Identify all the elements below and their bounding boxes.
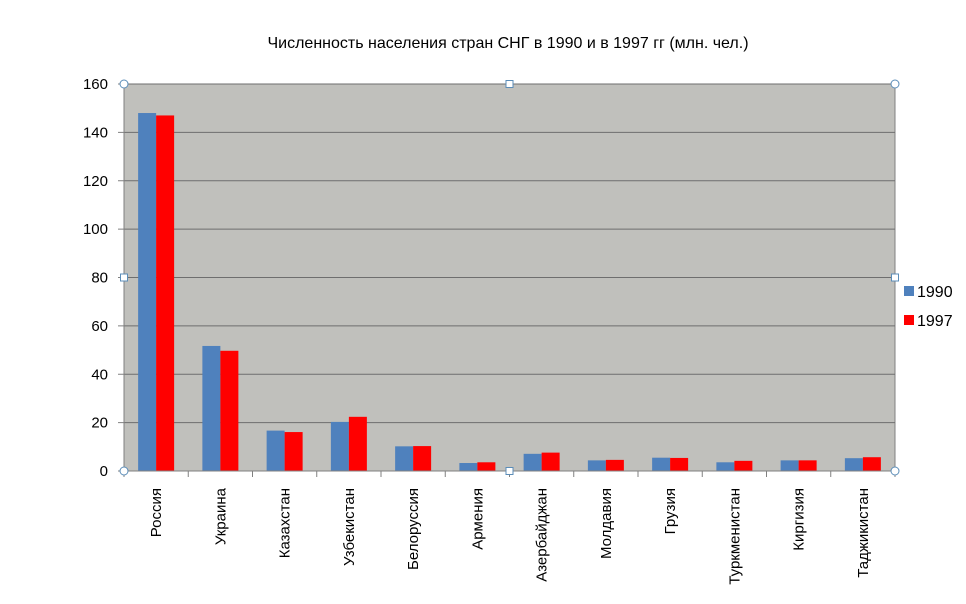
bar-1997-5 <box>413 446 432 471</box>
bar-1997-11 <box>798 460 817 471</box>
x-tick-label: Киргизия <box>791 488 808 551</box>
x-tick-label: Казахстан <box>277 488 294 558</box>
y-tick-label: 60 <box>91 318 108 335</box>
y-tick-label: 40 <box>91 366 108 383</box>
legend-label-1990: 1990 <box>917 284 953 301</box>
y-tick-label: 20 <box>91 415 108 432</box>
bar-1990-10 <box>716 462 735 471</box>
side-resize-handle[interactable] <box>891 273 899 282</box>
legend-swatch-1990 <box>904 286 914 296</box>
y-tick-label: 0 <box>100 463 108 480</box>
x-tick-label: Грузия <box>662 488 679 534</box>
bar-1990-7 <box>523 453 542 471</box>
bar-1990-5 <box>395 446 414 471</box>
corner-resize-handle[interactable] <box>119 466 129 476</box>
y-tick-label: 160 <box>83 76 108 93</box>
bar-1990-1 <box>138 113 157 472</box>
x-tick-label: Таджикистан <box>855 488 872 578</box>
gridlines <box>124 83 895 424</box>
x-tick-label: Украина <box>212 487 229 545</box>
x-tick-labels: Россия Украина Казахстан Узбекистан Белорусс… <box>148 487 872 584</box>
bar-1997-8 <box>605 459 624 471</box>
bar-1997-3 <box>284 432 303 471</box>
bar-1997-12 <box>862 457 881 471</box>
bar-1997-4 <box>348 416 367 471</box>
bar-1997-1 <box>156 115 175 471</box>
x-tick-label: Россия <box>148 488 165 537</box>
side-resize-handle[interactable] <box>120 273 128 282</box>
x-tick-label: Узбекистан <box>341 488 358 566</box>
corner-resize-handle[interactable] <box>890 79 900 89</box>
bar-1997-10 <box>734 460 753 471</box>
bar-1990-11 <box>780 460 799 471</box>
bar-1997-2 <box>220 350 239 471</box>
bar-1990-3 <box>266 430 285 471</box>
x-tick-label: Азербайджан <box>534 488 551 582</box>
selection-handles[interactable] <box>119 79 900 476</box>
legend-swatch-1997 <box>904 315 914 325</box>
y-tick-label: 100 <box>83 221 108 238</box>
bar-1990-4 <box>330 421 349 471</box>
x-tick-label: Армения <box>469 488 486 550</box>
legend: 1990 1997 <box>904 284 953 330</box>
bar-1990-12 <box>844 458 863 471</box>
bar-1997-6 <box>477 462 496 471</box>
chart-title: Численность населения стран СНГ в 1990 и… <box>267 35 748 52</box>
side-resize-handle[interactable] <box>505 467 514 475</box>
bars <box>138 113 881 472</box>
legend-label-1997: 1997 <box>917 313 953 330</box>
bar-1990-9 <box>652 457 671 471</box>
y-tick-label: 120 <box>83 173 108 190</box>
bar-1997-7 <box>541 452 560 471</box>
y-tick-label: 80 <box>91 270 108 287</box>
x-tick-label: Белоруссия <box>405 488 422 570</box>
bar-1990-8 <box>587 460 606 471</box>
x-tick-label: Туркменистан <box>726 488 743 585</box>
corner-resize-handle[interactable] <box>119 79 129 89</box>
side-resize-handle[interactable] <box>505 80 514 88</box>
bar-1990-6 <box>459 463 478 471</box>
x-tick-label: Молдавия <box>598 488 615 559</box>
bar-1990-2 <box>202 345 221 471</box>
corner-resize-handle[interactable] <box>890 466 900 476</box>
y-tick-labels: 0 20 40 60 80 100 120 140 160 <box>83 76 108 480</box>
y-tick-label: 140 <box>83 124 108 141</box>
bar-1997-9 <box>670 457 689 471</box>
